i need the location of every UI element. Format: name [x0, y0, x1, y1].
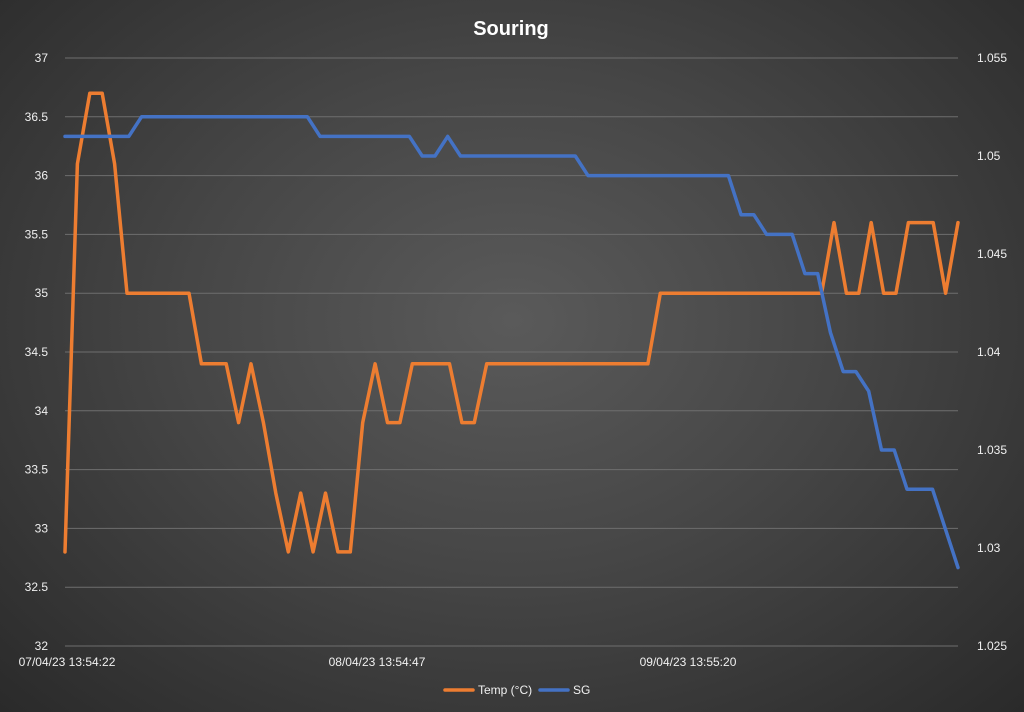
left-tick-label: 35.5	[25, 227, 49, 241]
left-tick-label: 34	[35, 404, 49, 418]
legend-label: SG	[573, 683, 590, 697]
right-tick-label: 1.04	[977, 345, 1001, 359]
x-tick-label: 08/04/23 13:54:47	[329, 655, 426, 669]
right-tick-label: 1.035	[977, 443, 1007, 457]
legend: Temp (°C) SG	[443, 683, 590, 697]
series-line-sg	[63, 115, 960, 570]
left-tick-label: 32.5	[25, 580, 49, 594]
left-tick-label: 35	[35, 286, 49, 300]
right-tick-label: 1.055	[977, 51, 1007, 65]
series-line-temp	[63, 91, 960, 554]
right-tick-label: 1.05	[977, 149, 1001, 163]
left-tick-label: 36	[35, 169, 49, 183]
left-tick-label: 37	[35, 51, 49, 65]
right-tick-label: 1.025	[977, 639, 1007, 653]
left-axis-ticks: 32 32.5 33 33.5 34 34.5 35 35.5 36 36.5 37	[25, 51, 49, 653]
right-tick-label: 1.03	[977, 541, 1001, 555]
left-tick-label: 34.5	[25, 345, 49, 359]
left-tick-label: 33.5	[25, 463, 49, 477]
left-tick-label: 36.5	[25, 110, 49, 124]
left-tick-label: 32	[35, 639, 49, 653]
chart-title: Souring	[473, 18, 549, 40]
x-tick-label: 07/04/23 13:54:22	[19, 655, 116, 669]
x-tick-label: 09/04/23 13:55:20	[640, 655, 737, 669]
series-lines	[63, 91, 960, 570]
x-axis-ticks: 07/04/23 13:54:22 08/04/23 13:54:47 09/04/…	[19, 655, 737, 669]
left-tick-label: 33	[35, 521, 49, 535]
right-tick-label: 1.045	[977, 247, 1007, 261]
right-axis-ticks: 1.025 1.03 1.035 1.04 1.045 1.05 1.055	[977, 51, 1007, 653]
gridlines	[65, 57, 958, 647]
legend-label: Temp (°C)	[478, 683, 532, 697]
